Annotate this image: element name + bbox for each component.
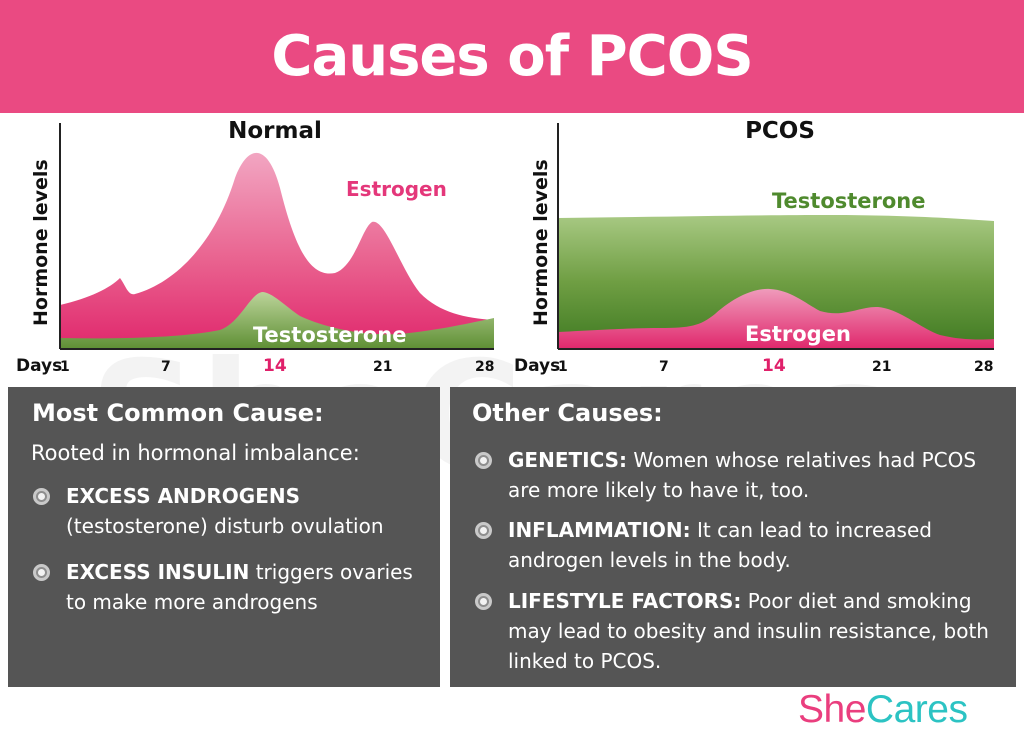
testosterone-area [60, 292, 494, 349]
chart-title-pcos: PCOS [745, 118, 815, 144]
y-axis-label: Hormone levels [30, 159, 52, 326]
testosterone-label: Testosterone [772, 189, 926, 213]
x-tick-highlight: 14 [762, 356, 786, 376]
logo-cares: Cares [865, 688, 968, 731]
panel-heading: Other Causes: [472, 399, 663, 427]
chart-pcos: PCOS Hormone levels Testosterone Estroge… [500, 118, 1000, 383]
title-banner: Causes of PCOS [0, 0, 1024, 113]
list-item: EXCESS INSULIN triggers ovaries to make … [33, 557, 416, 617]
chart-title-normal: Normal [228, 118, 322, 144]
panel-heading: Most Common Cause: [32, 399, 324, 427]
list-item: EXCESS ANDROGENS (testosterone) disturb … [33, 481, 426, 541]
item-text: Poor diet and smoking may lead to obesit… [508, 589, 989, 673]
x-tick: 28 [974, 359, 994, 375]
estrogen-label: Estrogen [346, 177, 447, 201]
x-tick: 21 [373, 359, 393, 375]
x-tick: 7 [161, 359, 171, 375]
item-bold: INFLAMMATION: [508, 518, 691, 542]
item-text: (testosterone) disturb ovulation [66, 514, 384, 538]
item-bold: GENETICS: [508, 448, 628, 472]
item-bold: EXCESS INSULIN [66, 560, 250, 584]
bullet-icon [475, 593, 492, 610]
x-tick-highlight: 14 [263, 356, 287, 376]
bullet-icon [475, 452, 492, 469]
item-bold: EXCESS ANDROGENS [66, 484, 301, 508]
page-title: Causes of PCOS [271, 24, 753, 89]
most-common-cause-panel: Most Common Cause: Rooted in hormonal im… [8, 387, 440, 687]
panel-intro: Rooted in hormonal imbalance: [31, 441, 360, 465]
x-tick: 28 [475, 359, 495, 375]
other-causes-panel: Other Causes: GENETICS: Women whose rela… [450, 387, 1016, 687]
estrogen-area [558, 288, 994, 349]
estrogen-area [60, 152, 494, 349]
bullet-icon [33, 488, 50, 505]
bullet-icon [475, 522, 492, 539]
x-axis-label: Days [514, 356, 561, 376]
item-text: triggers ovaries to make more androgens [66, 560, 413, 614]
chart-pcos-svg [557, 123, 994, 350]
logo-she: She [798, 688, 866, 731]
item-bold: LIFESTYLE FACTORS: [508, 589, 742, 613]
testosterone-label: Testosterone [253, 323, 407, 347]
x-axis-label: Days [16, 356, 63, 376]
list-item: GENETICS: Women whose relatives had PCOS… [475, 445, 998, 505]
y-axis-label: Hormone levels [530, 159, 552, 326]
bullet-icon [33, 564, 50, 581]
shecares-logo: SheCares [798, 688, 968, 732]
x-tick: 1 [558, 359, 568, 375]
x-tick: 7 [659, 359, 669, 375]
x-tick: 1 [60, 359, 70, 375]
x-tick: 21 [872, 359, 892, 375]
estrogen-label: Estrogen [745, 322, 851, 346]
chart-normal: Normal Hormone levels Estrogen Testoster… [0, 118, 494, 383]
list-item: INFLAMMATION: It can lead to increased a… [475, 515, 998, 575]
list-item: LIFESTYLE FACTORS: Poor diet and smoking… [475, 586, 998, 676]
item-text: It can lead to increased androgen levels… [508, 518, 932, 572]
item-text: Women whose relatives had PCOS are more … [508, 448, 977, 502]
chart-normal-svg [59, 123, 494, 350]
